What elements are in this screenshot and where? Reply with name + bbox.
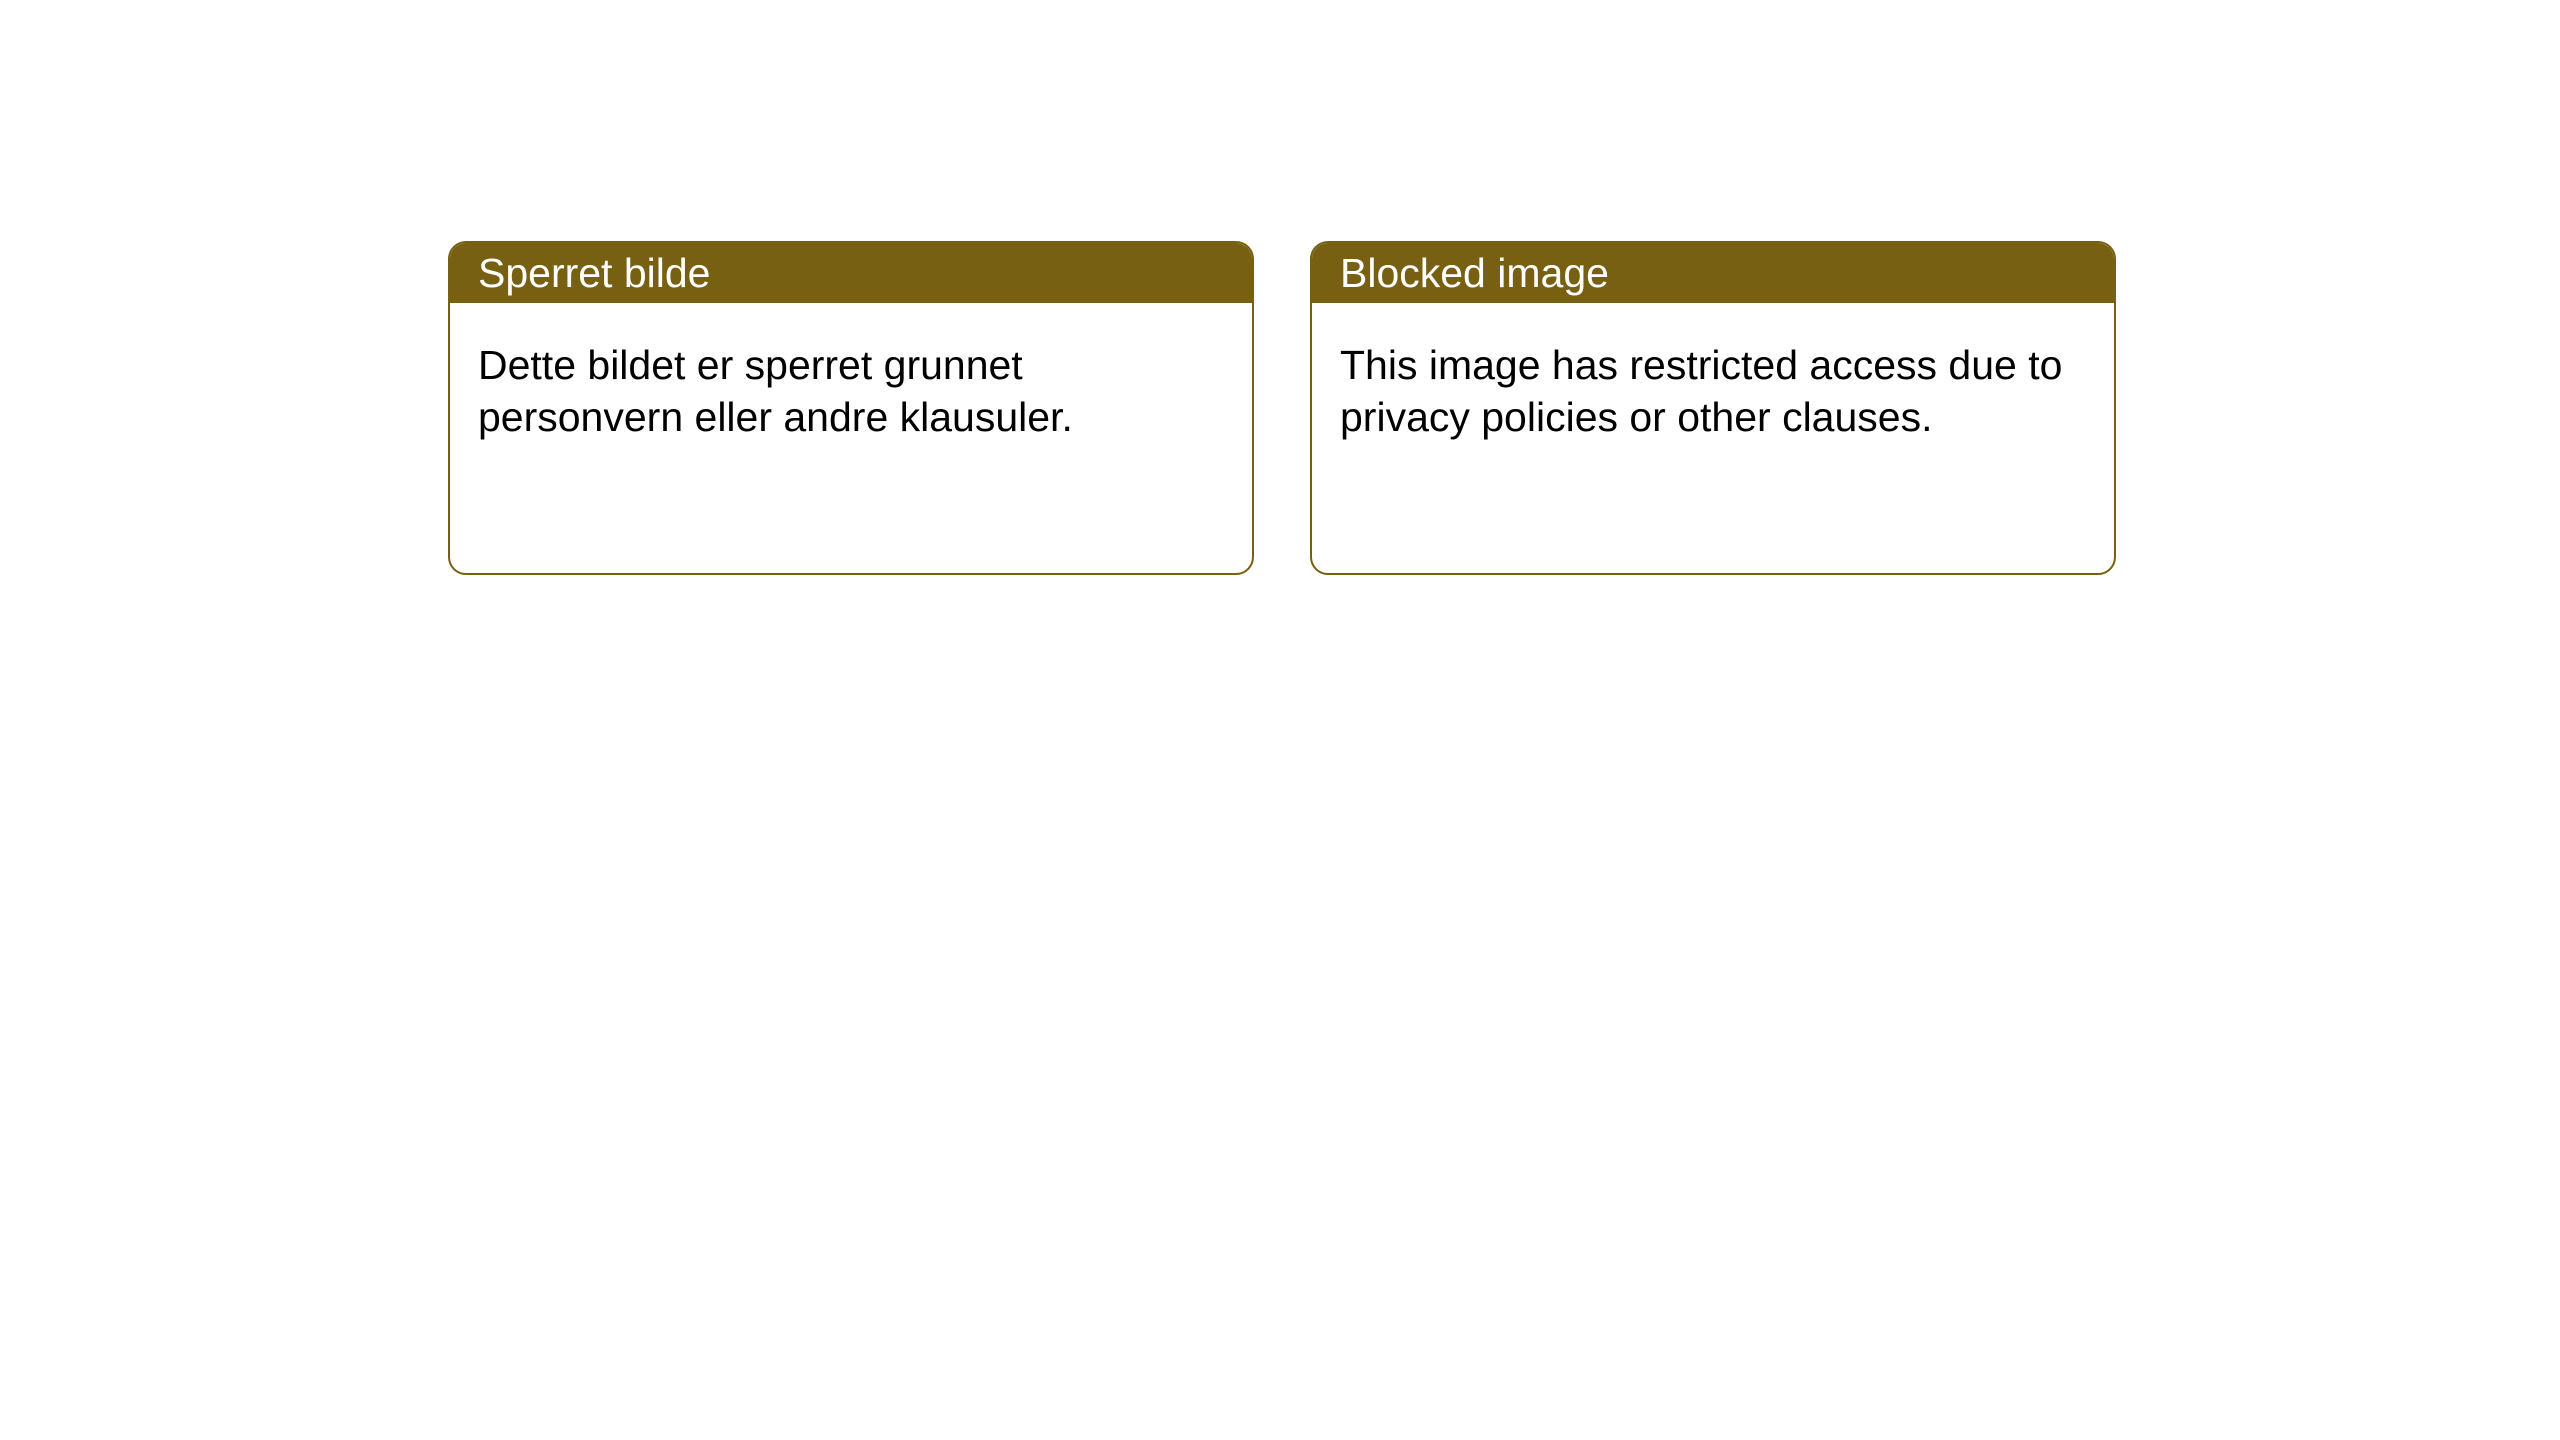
blocked-image-card-en: Blocked image This image has restricted … bbox=[1310, 241, 2116, 575]
card-body-en: This image has restricted access due to … bbox=[1312, 303, 2114, 480]
blocked-image-card-no: Sperret bilde Dette bildet er sperret gr… bbox=[448, 241, 1254, 575]
card-title-en: Blocked image bbox=[1340, 250, 1609, 297]
notice-container: Sperret bilde Dette bildet er sperret gr… bbox=[0, 0, 2560, 575]
card-body-text-no: Dette bildet er sperret grunnet personve… bbox=[478, 342, 1073, 440]
card-header-no: Sperret bilde bbox=[450, 243, 1252, 303]
card-body-no: Dette bildet er sperret grunnet personve… bbox=[450, 303, 1252, 480]
card-body-text-en: This image has restricted access due to … bbox=[1340, 342, 2062, 440]
card-title-no: Sperret bilde bbox=[478, 250, 710, 297]
card-header-en: Blocked image bbox=[1312, 243, 2114, 303]
